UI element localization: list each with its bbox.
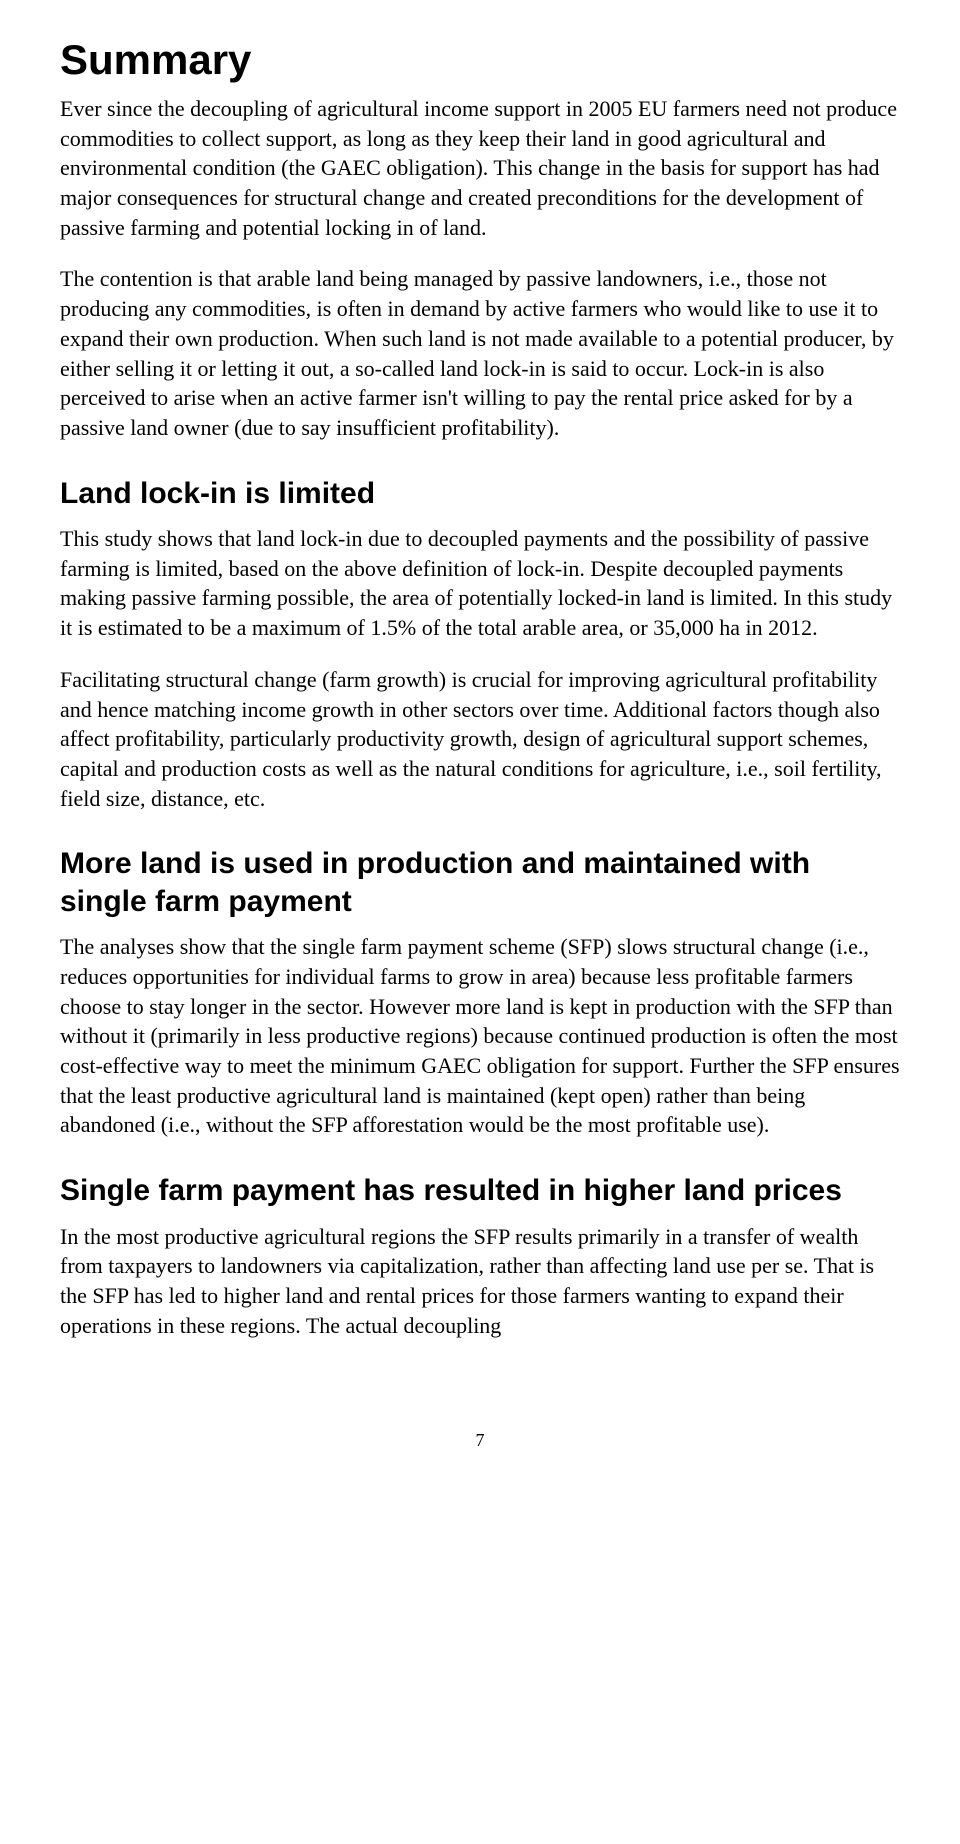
document-page: Summary Ever since the decoupling of agr…	[0, 0, 960, 1491]
section-paragraph: This study shows that land lock-in due t…	[60, 524, 900, 643]
page-number: 7	[60, 1430, 900, 1451]
section-paragraph: Facilitating structural change (farm gro…	[60, 665, 900, 813]
intro-paragraph-1: Ever since the decoupling of agricultura…	[60, 94, 900, 242]
section-heading-lockin: Land lock-in is limited	[60, 475, 900, 513]
intro-paragraph-2: The contention is that arable land being…	[60, 264, 900, 442]
section-paragraph: The analyses show that the single farm p…	[60, 932, 900, 1140]
page-title: Summary	[60, 36, 900, 84]
section-heading-moreland: More land is used in production and main…	[60, 845, 900, 920]
section-paragraph: In the most productive agricultural regi…	[60, 1222, 900, 1341]
section-heading-prices: Single farm payment has resulted in high…	[60, 1172, 900, 1210]
